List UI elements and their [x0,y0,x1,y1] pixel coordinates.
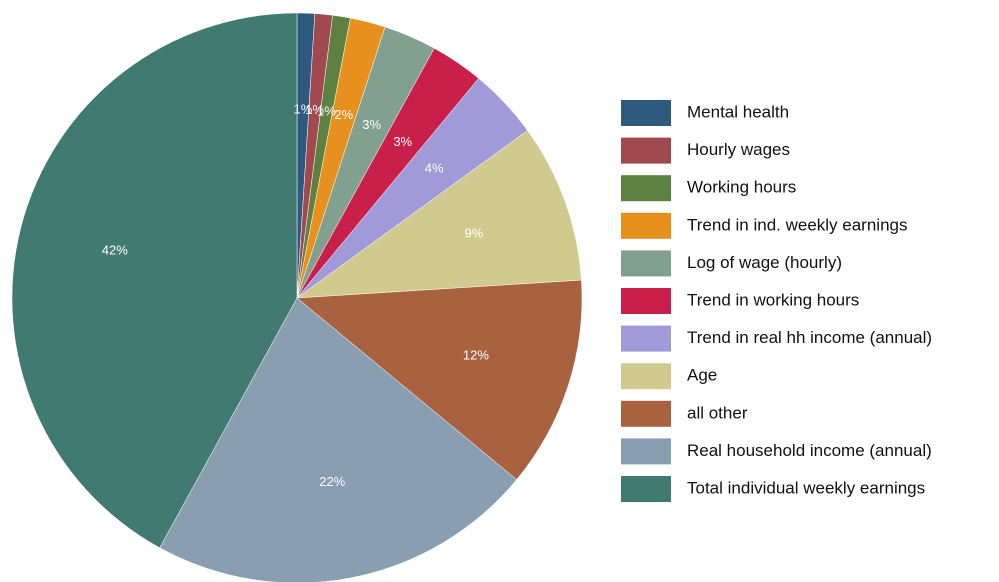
legend-swatch [621,250,671,277]
legend-label: Total individual weekly earnings [687,478,925,497]
legend-label: Working hours [687,178,796,197]
legend-label: Real household income (annual) [687,441,932,460]
legend-label: Trend in ind. weekly earnings [687,215,908,234]
slice-label: 2% [334,107,353,122]
pie-slice [296,130,582,299]
pie-slice [159,297,517,582]
slice-label: 1% [305,102,324,117]
legend-swatch [621,288,671,314]
legend-label: Hourly wages [687,140,790,159]
legend-swatch [621,175,671,202]
legend-label: Log of wage (hourly) [687,253,842,272]
slice-label: 1% [317,104,336,119]
legend-swatch [621,100,671,126]
legend-swatch [621,438,671,465]
slice-label: 4% [425,161,444,176]
legend-swatch [621,137,671,164]
legend-label: Trend in real hh income (annual) [687,328,932,347]
slice-label: 12% [463,348,489,363]
slice-label: 22% [319,474,345,489]
slice-label: 42% [102,243,128,258]
legend-swatch [621,363,671,390]
pie-slice [296,279,583,481]
legend-label: Age [687,366,717,385]
legend-label: all other [687,403,748,422]
slice-label: 9% [465,226,484,241]
legend-swatch [621,400,671,427]
slice-label: 1% [294,101,313,116]
legend-label: Mental health [687,102,789,121]
legend-swatch [621,212,671,239]
slice-label: 3% [362,117,381,132]
slice-label: 3% [393,134,412,149]
legend-label: Trend in working hours [687,290,859,309]
legend-swatch [621,476,671,502]
pie-slice [11,12,298,549]
legend-swatch [621,325,671,352]
